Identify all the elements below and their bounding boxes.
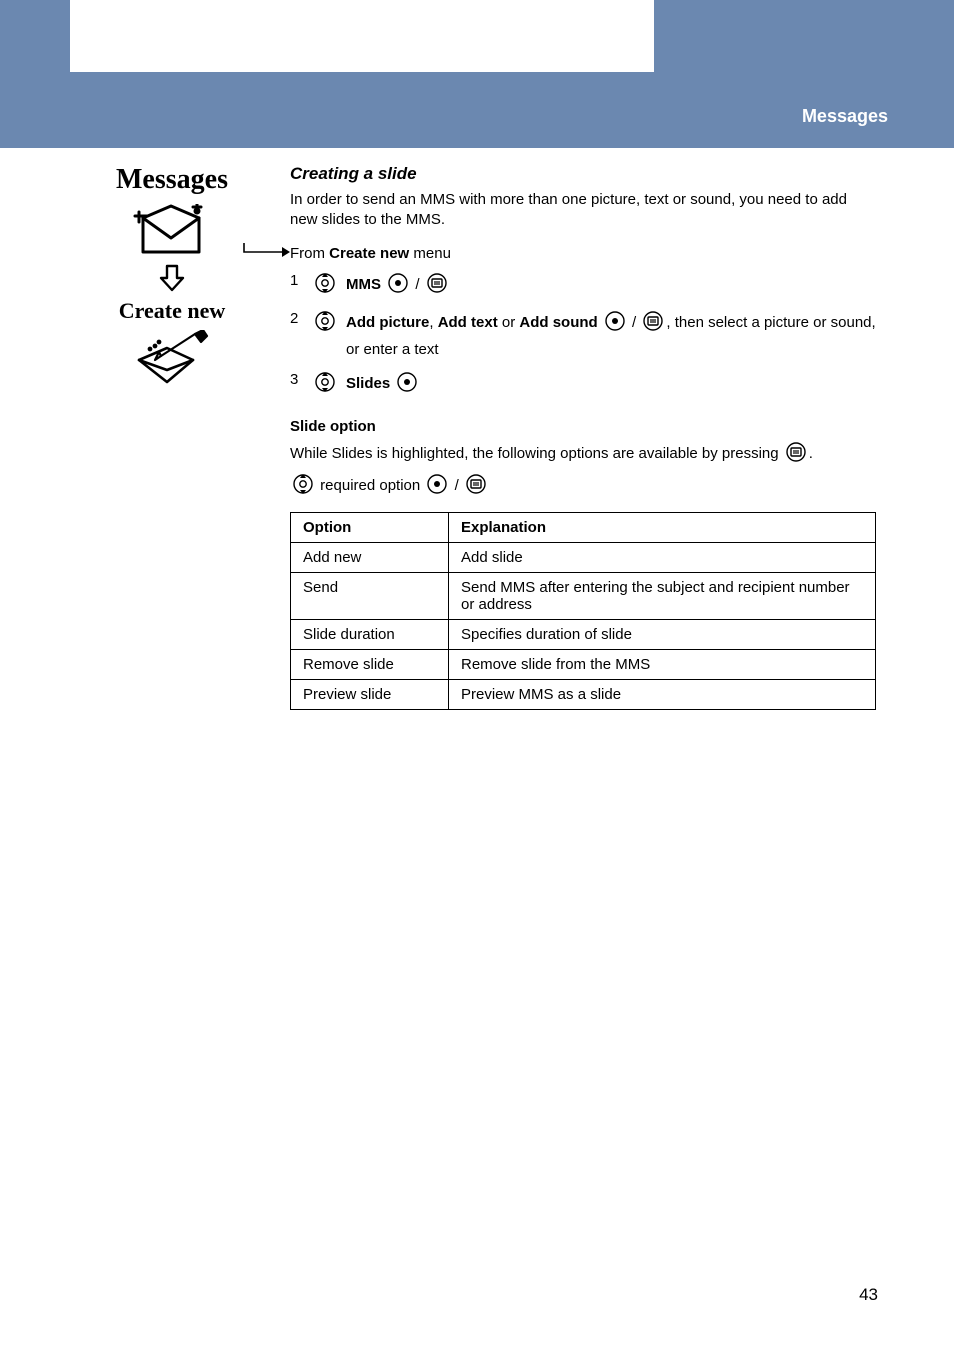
step-number: 3 bbox=[290, 371, 304, 388]
table-header-option: Option bbox=[291, 513, 449, 543]
down-arrow-icon bbox=[159, 264, 185, 292]
from-line-prefix: From bbox=[290, 245, 329, 262]
left-column: Messages Create new bbox=[92, 164, 252, 386]
select-dot-icon bbox=[604, 310, 626, 339]
table-cell-explanation: Remove slide from the MMS bbox=[449, 650, 876, 680]
step-2: 2 Add picture, Add text or Add sound / ,… bbox=[290, 310, 876, 361]
step-bold: Slides bbox=[346, 375, 390, 392]
nav-ring-icon bbox=[292, 473, 314, 502]
from-line-bold: Create new bbox=[329, 245, 409, 262]
table-cell-explanation: Specifies duration of slide bbox=[449, 620, 876, 650]
messages-title: Messages bbox=[92, 164, 252, 196]
step-bold-2: Add text bbox=[438, 314, 498, 331]
menu-key-icon bbox=[465, 473, 487, 502]
select-dot-icon bbox=[396, 371, 418, 400]
table-cell-explanation: Send MMS after entering the subject and … bbox=[449, 573, 876, 620]
right-column: Creating a slide In order to send an MMS… bbox=[290, 164, 876, 710]
menu-key-icon bbox=[785, 441, 807, 470]
menu-key-icon bbox=[642, 310, 664, 339]
step-text: MMS / bbox=[346, 272, 876, 301]
from-line-suffix: menu bbox=[409, 245, 451, 262]
page-number: 43 bbox=[859, 1285, 878, 1305]
table-cell-option: Slide duration bbox=[291, 620, 449, 650]
section-intro: In order to send an MMS with more than o… bbox=[290, 190, 876, 231]
step-sep-1: , bbox=[429, 314, 437, 331]
table-cell-option: Preview slide bbox=[291, 680, 449, 710]
table-row: Preview slide Preview MMS as a slide bbox=[291, 680, 876, 710]
step-bold-1: Add picture bbox=[346, 314, 429, 331]
step-sep-2: or bbox=[498, 314, 520, 331]
steps-list: 1 MMS / 2 Add picture, Add text or Add s bbox=[290, 272, 876, 400]
table-cell-option: Remove slide bbox=[291, 650, 449, 680]
table-row: Slide duration Specifies duration of sli… bbox=[291, 620, 876, 650]
table-cell-explanation: Preview MMS as a slide bbox=[449, 680, 876, 710]
header-white-cutout bbox=[70, 0, 654, 72]
from-line: From Create new menu bbox=[290, 245, 876, 262]
step-3: 3 Slides bbox=[290, 371, 876, 400]
create-new-title: Create new bbox=[92, 298, 252, 324]
section-heading: Creating a slide bbox=[290, 164, 876, 184]
step-number: 1 bbox=[290, 272, 304, 289]
header-band: Messages bbox=[0, 0, 954, 148]
step-text: Add picture, Add text or Add sound / , t… bbox=[346, 310, 876, 361]
nav-ring-icon bbox=[314, 272, 336, 294]
table-header-row: Option Explanation bbox=[291, 513, 876, 543]
pencil-envelope-icon bbox=[133, 330, 211, 386]
step-text: Slides bbox=[346, 371, 876, 400]
slide-option-heading: Slide option bbox=[290, 418, 876, 435]
slide-option-line-1: While Slides is highlighted, the followi… bbox=[290, 441, 876, 470]
step-number: 2 bbox=[290, 310, 304, 327]
slide-option-text-1: While Slides is highlighted, the followi… bbox=[290, 445, 783, 462]
options-table: Option Explanation Add new Add slide Sen… bbox=[290, 512, 876, 710]
envelope-icon bbox=[133, 204, 211, 262]
table-row: Remove slide Remove slide from the MMS bbox=[291, 650, 876, 680]
slide-option-mid-text: required option bbox=[316, 477, 424, 494]
step-bold: MMS bbox=[346, 276, 381, 293]
nav-ring-icon bbox=[314, 310, 336, 332]
table-cell-explanation: Add slide bbox=[449, 543, 876, 573]
table-cell-option: Send bbox=[291, 573, 449, 620]
table-cell-option: Add new bbox=[291, 543, 449, 573]
header-band-label: Messages bbox=[802, 106, 888, 127]
connector-arrow-icon bbox=[242, 241, 290, 267]
table-row: Add new Add slide bbox=[291, 543, 876, 573]
menu-key-icon bbox=[426, 272, 448, 301]
step-1: 1 MMS / bbox=[290, 272, 876, 301]
nav-ring-icon bbox=[314, 371, 336, 393]
table-row: Send Send MMS after entering the subject… bbox=[291, 573, 876, 620]
slide-option-line-2: required option / bbox=[290, 473, 876, 502]
step-bold-3: Add sound bbox=[519, 314, 597, 331]
select-dot-icon bbox=[387, 272, 409, 301]
table-header-explanation: Explanation bbox=[449, 513, 876, 543]
select-dot-icon bbox=[426, 473, 448, 502]
